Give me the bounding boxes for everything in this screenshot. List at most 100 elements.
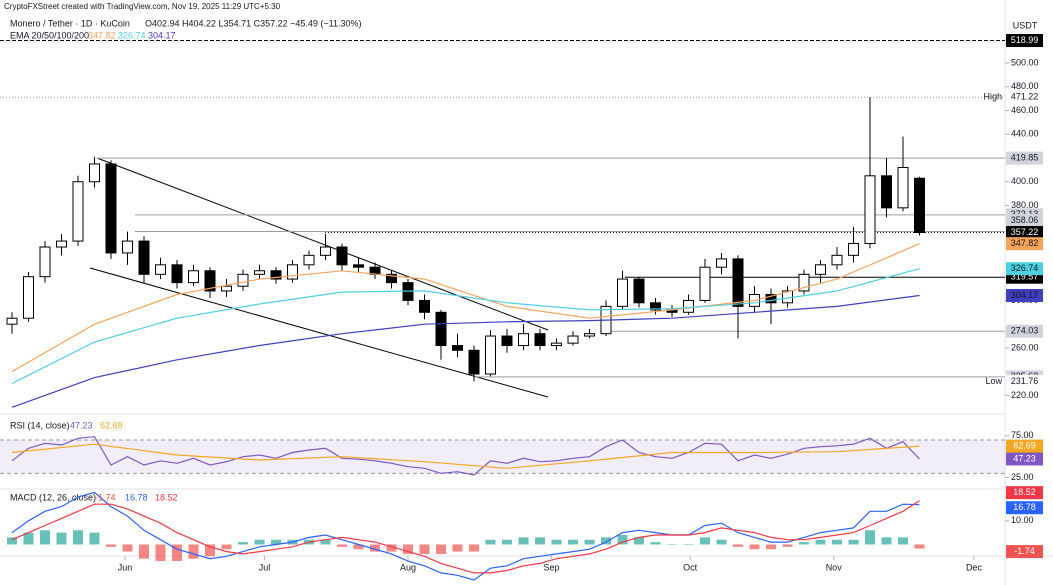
histogram-bar: [749, 544, 760, 550]
histogram-bar: [485, 539, 496, 545]
x-tick-label: Sep: [544, 562, 560, 572]
price-label: 326.74: [1011, 263, 1039, 273]
series-line: [11, 243, 920, 373]
candle-body: [72, 181, 84, 242]
candle-body: [188, 270, 199, 284]
candle-body: [617, 278, 628, 307]
y-tick-label: 75.00: [1011, 430, 1034, 440]
price-label-box: [1006, 151, 1043, 165]
histogram-bar: [370, 544, 380, 552]
symbol: Monero / Tether · 1D · KuCoin: [10, 18, 130, 28]
price-label: 358.06: [1011, 215, 1039, 225]
histogram-bar: [700, 537, 710, 545]
price-label-box: [1006, 374, 1043, 388]
level-tag: Low: [985, 376, 1002, 386]
histogram-bar: [518, 537, 529, 545]
candle-body: [468, 349, 480, 375]
y-tick-label: 260.00: [1011, 342, 1039, 352]
histogram-bar: [221, 544, 232, 550]
candle-body: [534, 333, 546, 347]
candle-body: [848, 242, 859, 256]
histogram-bar: [914, 544, 925, 549]
candle-body: [287, 264, 298, 280]
price-label: 16.78: [1013, 502, 1036, 512]
candle-body: [237, 273, 249, 287]
legend-value: 18.52: [155, 492, 178, 502]
price-label: 274.03: [1011, 326, 1039, 336]
candle-body: [798, 273, 810, 292]
histogram-bar: [568, 539, 578, 545]
price-label: 419.85: [1011, 153, 1039, 163]
legend-value: 304.17: [148, 30, 176, 40]
candle-body: [320, 246, 331, 256]
candle-body: [270, 270, 282, 280]
candle-body: [452, 345, 463, 351]
candle-body: [254, 270, 265, 275]
candle-body: [551, 342, 562, 347]
histogram-bar: [469, 544, 479, 552]
candle-body: [105, 163, 117, 254]
histogram-bar: [106, 544, 116, 547]
histogram-bar: [419, 544, 430, 554]
histogram-bar: [238, 542, 248, 545]
histogram-bar: [73, 530, 83, 545]
candle-body: [39, 246, 51, 278]
histogram-bar: [386, 544, 397, 552]
price-label: 47.23: [1013, 453, 1036, 463]
candle-body: [353, 264, 364, 268]
candle-body: [699, 266, 711, 301]
candle-body: [435, 311, 447, 347]
candle-body: [518, 333, 529, 347]
legend-value: 326.74: [118, 30, 146, 40]
y-tick-label: 500.00: [1011, 57, 1039, 67]
price-label-box: [1006, 545, 1043, 559]
histogram-bar: [254, 539, 265, 545]
histogram-bar: [634, 537, 644, 545]
histogram-bar: [89, 532, 100, 545]
histogram-bar: [667, 544, 677, 545]
price-label: 231.76: [1011, 376, 1039, 386]
price-label-box: [1006, 288, 1043, 302]
price-label-box: [1006, 237, 1043, 251]
y-tick-label: 380.00: [1011, 200, 1039, 210]
candle-body: [864, 175, 876, 244]
series-line: [11, 294, 920, 408]
y-tick-label: 10.00: [1011, 515, 1034, 525]
price-label-box: [1006, 486, 1043, 500]
series-line: [11, 500, 920, 574]
histogram-bar: [766, 544, 776, 550]
candle-body: [897, 166, 909, 209]
series-line: [11, 491, 920, 581]
legend-value: -1.74: [95, 492, 116, 502]
legend-value: 62.69: [100, 420, 123, 430]
macd-legend: MACD (12, 26, close): [10, 492, 96, 502]
price-label-box: [1006, 324, 1043, 338]
y-tick-label: 480.00: [1011, 81, 1039, 91]
candle-body: [138, 240, 150, 275]
y-tick-label: 440.00: [1011, 129, 1039, 139]
candle-body: [683, 299, 694, 313]
x-tick-label: Nov: [826, 562, 843, 572]
price-label: 62.69: [1013, 440, 1036, 450]
candle-body: [89, 163, 100, 183]
candle-body: [815, 264, 826, 275]
price-label-box: [1006, 501, 1043, 515]
candle-body: [485, 335, 496, 375]
histogram-bar: [155, 544, 166, 562]
y-tick-label: 220.00: [1011, 390, 1039, 400]
candle-body: [567, 335, 579, 344]
trend-line: [89, 267, 549, 398]
credit: CryptoFXStreet created with TradingView.…: [4, 2, 281, 11]
candle-body: [584, 333, 595, 337]
trend-line: [96, 157, 549, 331]
series-line: [11, 268, 920, 385]
price-label-box: [1006, 262, 1043, 276]
price-label: -1.74: [1014, 546, 1035, 556]
candle-body: [23, 276, 34, 319]
histogram-bar: [271, 539, 281, 545]
ohlc: O402.94 H404.22 L354.71 C357.22 −45.49 (…: [145, 18, 362, 28]
price-label: 304.17: [1011, 290, 1039, 300]
histogram-bar: [601, 537, 611, 545]
candle-body: [831, 254, 843, 266]
histogram-bar: [650, 542, 661, 545]
